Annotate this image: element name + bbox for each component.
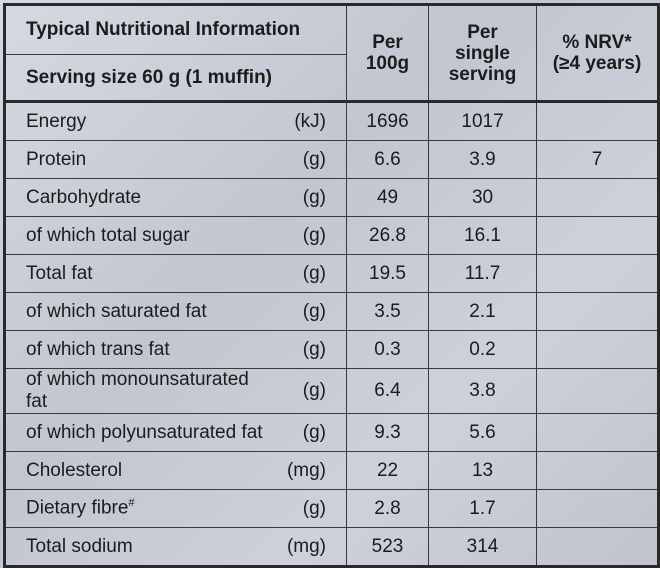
value-per-serving: 5.6: [428, 413, 538, 452]
table-row: of which monounsaturated fat (g) 6.4 3.8: [4, 368, 660, 414]
nutrient-name: Total sodium: [4, 527, 275, 567]
value-per-100g: 26.8: [346, 216, 430, 255]
value-nrv: [536, 330, 660, 369]
nutrient-unit: (g): [274, 292, 348, 331]
table-row: Energy (kJ) 1696 1017: [4, 101, 660, 141]
nutrient-name: of which total sugar: [4, 216, 275, 255]
value-per-100g: 2.8: [346, 489, 430, 528]
value-per-100g: 9.3: [346, 413, 430, 452]
value-per-100g: 3.5: [346, 292, 430, 331]
nutrient-name: of which trans fat: [4, 330, 275, 369]
value-nrv: 7: [536, 140, 660, 179]
value-nrv: [536, 451, 660, 490]
col-per100-line2: 100g: [365, 53, 410, 74]
value-per-100g: 523: [346, 527, 430, 567]
value-per-100g: 49: [346, 178, 430, 217]
col-nrv-line2: (≥4 years): [552, 53, 642, 74]
footnote-marker: #: [128, 497, 135, 510]
nutrient-name: of which monounsaturated fat: [4, 368, 275, 414]
value-per-100g: 1696: [346, 101, 430, 141]
col-per100-line1: Per: [372, 32, 403, 53]
nutrition-table: Typical Nutritional Information Per 100g…: [3, 3, 660, 568]
nutrient-unit: (g): [274, 178, 348, 217]
value-per-serving: 0.2: [428, 330, 538, 369]
serving-size: Serving size 60 g (1 muffin): [3, 54, 348, 103]
nutrient-name: Energy: [4, 101, 275, 141]
table-row: Carbohydrate (g) 49 30: [4, 178, 660, 217]
col-serving-line3: serving: [448, 63, 517, 85]
col-serving-line1: Per: [467, 21, 498, 43]
value-per-serving: 3.8: [428, 368, 538, 414]
nutrient-unit: (g): [274, 330, 348, 369]
table-row: of which total sugar (g) 26.8 16.1: [4, 216, 660, 255]
col-header-per-serving: Per single serving: [428, 4, 538, 103]
table-row: Cholesterol (mg) 22 13: [4, 451, 660, 490]
value-per-serving: 16.1: [428, 216, 538, 255]
table-row: Total sodium (mg) 523 314: [4, 527, 660, 567]
nutrient-unit: (g): [274, 254, 348, 293]
value-per-100g: 19.5: [346, 254, 430, 293]
nutrient-unit: (g): [274, 413, 348, 452]
value-per-serving: 314: [428, 527, 538, 567]
nutrient-name: of which polyunsaturated fat: [4, 413, 275, 452]
value-per-serving: 1017: [428, 101, 538, 141]
nutrient-name: Total fat: [4, 254, 275, 293]
nutrient-name-cell: Dietary fibre#: [4, 489, 275, 528]
nutrient-name: of which saturated fat: [4, 292, 275, 331]
nutrient-unit: (g): [274, 216, 348, 255]
nutrient-unit: (g): [274, 140, 348, 179]
nutrient-unit: (mg): [274, 527, 348, 567]
value-per-serving: 13: [428, 451, 538, 490]
value-per-serving: 1.7: [428, 489, 538, 528]
value-per-serving: 3.9: [428, 140, 538, 179]
nutrient-unit: (g): [274, 368, 348, 414]
header-row-serving: Serving size 60 g (1 muffin): [3, 54, 659, 103]
col-serving-line2: single: [455, 42, 510, 64]
value-per-100g: 6.4: [346, 368, 430, 414]
value-per-100g: 22: [346, 451, 430, 490]
value-nrv: [536, 178, 660, 217]
table-row: Protein (g) 6.6 3.9 7: [4, 140, 660, 179]
col-header-per-100g: Per 100g: [346, 4, 430, 103]
value-nrv: [536, 216, 660, 255]
nutrient-unit: (mg): [274, 451, 348, 490]
header-row-title: Typical Nutritional Information Per 100g…: [3, 4, 660, 103]
value-per-serving: 11.7: [428, 254, 538, 293]
nutrient-name: Cholesterol: [4, 451, 275, 490]
col-nrv-line1: % NRV*: [562, 32, 632, 53]
table-row: of which polyunsaturated fat (g) 9.3 5.6: [4, 413, 660, 452]
table-title: Typical Nutritional Information: [3, 4, 348, 55]
nutrient-name: Dietary fibre: [26, 497, 129, 519]
nutrient-unit: (kJ): [274, 101, 348, 141]
table-row: Dietary fibre# (g) 2.8 1.7: [4, 489, 660, 528]
value-nrv: [536, 368, 660, 414]
table-row: of which trans fat (g) 0.3 0.2: [4, 330, 660, 369]
value-per-100g: 0.3: [346, 330, 430, 369]
value-per-serving: 2.1: [428, 292, 538, 331]
value-nrv: [536, 413, 660, 452]
table-row: Total fat (g) 19.5 11.7: [4, 254, 660, 293]
nutrient-name: Protein: [4, 140, 275, 179]
col-header-nrv: % NRV* (≥4 years): [536, 4, 660, 103]
value-nrv: [536, 101, 660, 141]
table-row: of which saturated fat (g) 3.5 2.1: [4, 292, 660, 331]
value-nrv: [536, 292, 660, 331]
nutrient-name: Carbohydrate: [4, 178, 275, 217]
nutrient-unit: (g): [274, 489, 348, 528]
value-nrv: [536, 254, 660, 293]
value-per-100g: 6.6: [346, 140, 430, 179]
value-nrv: [536, 527, 660, 567]
value-nrv: [536, 489, 660, 528]
value-per-serving: 30: [428, 178, 538, 217]
